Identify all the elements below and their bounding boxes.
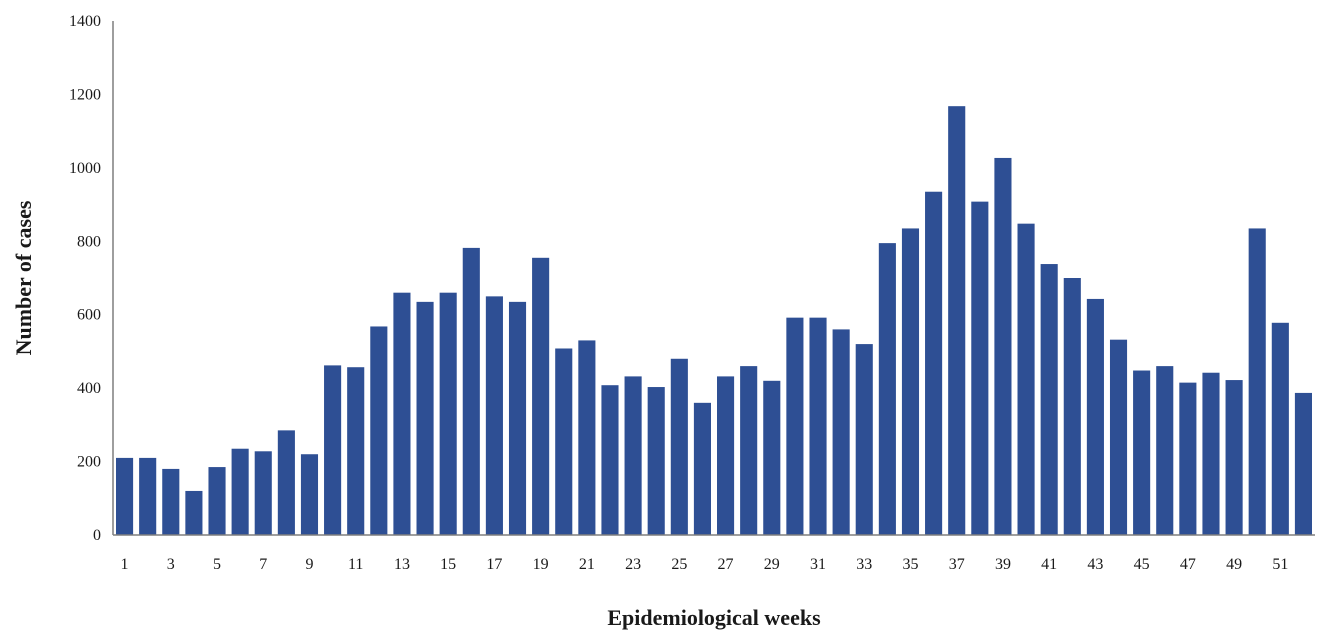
bar bbox=[693, 402, 711, 535]
bar bbox=[277, 430, 295, 535]
x-tick-label: 21 bbox=[579, 556, 595, 573]
x-tick-label: 47 bbox=[1180, 556, 1196, 573]
x-tick-label: 45 bbox=[1134, 556, 1150, 573]
bar bbox=[139, 457, 157, 535]
bar bbox=[208, 467, 226, 535]
x-tick-label: 17 bbox=[486, 556, 502, 573]
x-axis-ticks: 1 3 5 7 9 11 13 15 17 19 21 23 25 27 29 31 33 35 37 39 41 43 4… bbox=[121, 556, 1289, 573]
bar bbox=[485, 296, 503, 535]
bar bbox=[162, 468, 180, 535]
bar bbox=[832, 329, 850, 535]
bar bbox=[1063, 278, 1081, 535]
bar bbox=[462, 247, 480, 535]
x-tick-label: 23 bbox=[625, 556, 641, 573]
y-tick-label: 400 bbox=[77, 380, 101, 397]
bar bbox=[1202, 372, 1220, 535]
bar bbox=[324, 365, 342, 535]
bar bbox=[347, 367, 365, 535]
x-tick-label: 9 bbox=[305, 556, 313, 573]
bar bbox=[1179, 382, 1197, 535]
x-tick-label: 15 bbox=[440, 556, 456, 573]
bar bbox=[231, 448, 249, 535]
x-tick-label: 37 bbox=[949, 556, 965, 573]
bar bbox=[555, 348, 573, 535]
bar bbox=[1271, 322, 1289, 535]
y-tick-label: 800 bbox=[77, 233, 101, 250]
bars bbox=[116, 106, 1312, 536]
bar bbox=[1086, 298, 1104, 535]
bar bbox=[740, 366, 758, 535]
bar bbox=[393, 292, 411, 535]
bar bbox=[1248, 228, 1266, 535]
y-axis-ticks: 0 200 400 600 800 1000 1200 1400 bbox=[69, 13, 101, 544]
bar bbox=[1040, 264, 1058, 535]
y-tick-label: 1000 bbox=[69, 160, 101, 177]
y-tick-label: 1200 bbox=[69, 86, 101, 103]
bar bbox=[971, 201, 989, 536]
x-tick-label: 31 bbox=[810, 556, 826, 573]
bar bbox=[532, 257, 550, 535]
x-tick-label: 35 bbox=[902, 556, 918, 573]
x-tick-label: 7 bbox=[259, 556, 267, 573]
bar bbox=[878, 243, 896, 535]
x-tick-label: 13 bbox=[394, 556, 410, 573]
bar bbox=[601, 385, 619, 535]
bar bbox=[763, 380, 781, 535]
bar bbox=[254, 451, 272, 535]
x-tick-label: 5 bbox=[213, 556, 221, 573]
x-tick-label: 3 bbox=[167, 556, 175, 573]
bar bbox=[1109, 339, 1128, 535]
bar bbox=[1156, 366, 1174, 535]
x-tick-label: 49 bbox=[1226, 556, 1242, 573]
bar bbox=[370, 326, 388, 535]
y-axis-title: Number of cases bbox=[11, 200, 36, 355]
bar bbox=[925, 191, 943, 535]
bar bbox=[439, 292, 457, 535]
bar bbox=[809, 317, 827, 535]
x-tick-label: 19 bbox=[533, 556, 549, 573]
bar bbox=[855, 344, 873, 535]
bar bbox=[624, 376, 642, 535]
bar bbox=[948, 106, 966, 536]
x-tick-label: 27 bbox=[718, 556, 734, 573]
y-tick-label: 200 bbox=[77, 454, 101, 471]
bar bbox=[1133, 370, 1151, 535]
y-tick-label: 600 bbox=[77, 307, 101, 324]
bar bbox=[994, 157, 1012, 536]
x-tick-label: 33 bbox=[856, 556, 872, 573]
x-tick-label: 1 bbox=[121, 556, 129, 573]
bar bbox=[647, 387, 665, 535]
bar bbox=[901, 228, 920, 535]
bar bbox=[508, 301, 527, 535]
bar bbox=[185, 490, 203, 535]
bar bbox=[116, 457, 134, 535]
bar bbox=[670, 358, 688, 535]
x-tick-label: 11 bbox=[348, 556, 363, 573]
x-tick-label: 39 bbox=[995, 556, 1011, 573]
y-tick-label: 1400 bbox=[69, 13, 101, 30]
x-tick-label: 41 bbox=[1041, 556, 1057, 573]
x-tick-label: 51 bbox=[1272, 556, 1288, 573]
x-tick-label: 43 bbox=[1087, 556, 1103, 573]
x-axis-title: Epidemiological weeks bbox=[607, 605, 821, 630]
bar bbox=[578, 340, 596, 535]
bar bbox=[1225, 380, 1243, 535]
x-tick-label: 25 bbox=[671, 556, 687, 573]
bar bbox=[416, 301, 434, 535]
y-tick-label: 0 bbox=[93, 527, 101, 544]
bar bbox=[1017, 223, 1035, 536]
x-tick-label: 29 bbox=[764, 556, 780, 573]
bar bbox=[300, 454, 319, 535]
bar bbox=[1294, 392, 1312, 535]
bar bbox=[786, 317, 804, 535]
bar bbox=[717, 376, 735, 535]
